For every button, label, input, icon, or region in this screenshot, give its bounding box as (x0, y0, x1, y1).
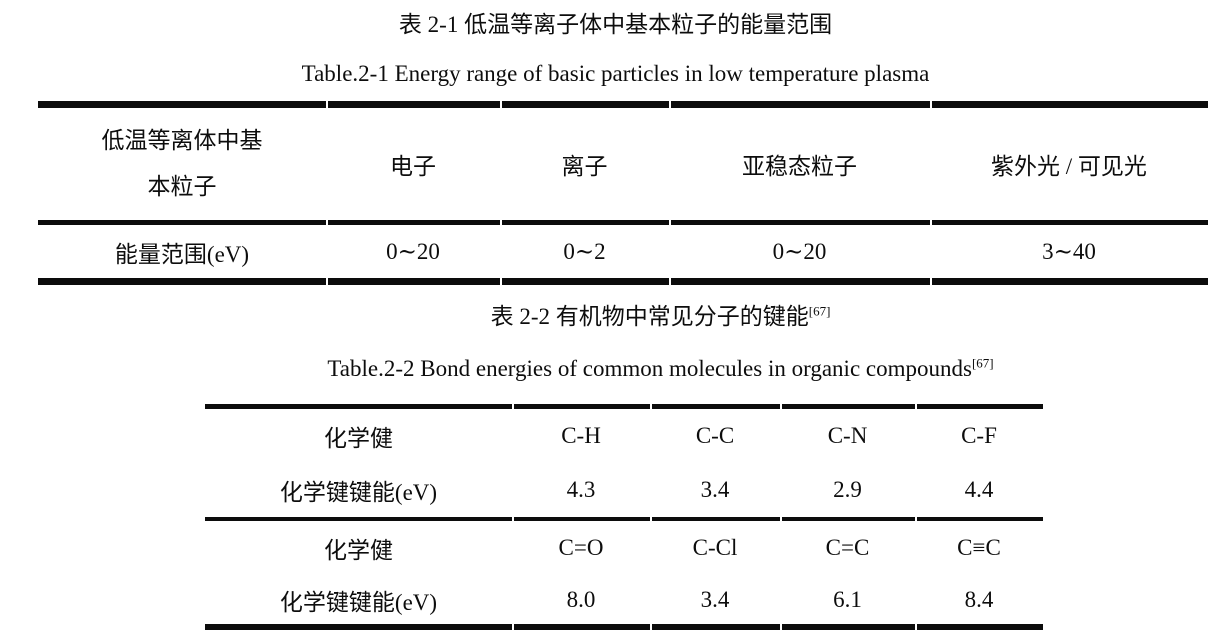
table1-header-particles-line1: 低温等离体中基 (101, 128, 263, 153)
table2-bond-row-1: 化学健 C-H C-C C-N C-F (205, 409, 1043, 463)
table2-row-label: 化学键键能(eV) (279, 480, 438, 505)
table2-energy-cell: 4.4 (964, 477, 994, 502)
table2-energy-row-2: 化学键键能(eV) 8.0 3.4 6.1 8.4 (205, 575, 1043, 624)
table2-title-en: Table.2-2 Bond energies of common molecu… (45, 355, 1231, 383)
table1-top-rule (38, 101, 1208, 108)
table1-value-cell: 0∼20 (386, 238, 440, 264)
table1-header-row: 低温等离体中基 本粒子 电子 离子 亚稳态粒子 紫外光 / 可见光 (38, 108, 1208, 220)
table2-row-label: 化学键键能(eV) (279, 589, 438, 615)
table2-bond-cell: C=C (825, 535, 870, 560)
table1-header-ion: 离子 (561, 154, 608, 179)
table2-bond-cell: C-F (961, 423, 997, 448)
table2-bond-cell: C-N (827, 423, 868, 448)
table1-row-label: 能量范围(eV) (114, 241, 250, 267)
table1-header-particles-line2: 本粒子 (147, 174, 217, 199)
table2-mid-rule (205, 517, 1043, 521)
table2-energy-cell: 8.0 (566, 586, 596, 612)
table2-bond-cell: C-H (561, 423, 601, 448)
table2-row-label: 化学健 (324, 426, 393, 451)
table1-value-cell: 3∼40 (1042, 238, 1096, 264)
table2-energy-cell: 6.1 (833, 586, 862, 612)
table2-bond-cell: C-C (695, 423, 735, 448)
table2-bond-cell: C-Cl (692, 535, 738, 560)
table2-title-en-reference: [67] (971, 355, 994, 371)
table1-header-particles: 低温等离体中基 本粒子 (38, 108, 326, 220)
table2-title-zh: 表 2-2 有机物中常见分子的键能[67] (45, 303, 1231, 331)
table2-energy-cell: 4.3 (566, 477, 596, 502)
table1-data-row: 能量范围(eV) 0∼20 0∼2 0∼20 3∼40 (38, 225, 1208, 278)
table2-bond-row-2: 化学健 C=O C-Cl C=C C≡C (205, 521, 1043, 575)
table2-title-zh-reference: [67] (808, 303, 831, 319)
table1-value-cell: 0∼2 (563, 238, 606, 264)
table1-mid-rule (38, 220, 1208, 225)
table1-title-en: Table.2-1 Energy range of basic particle… (301, 61, 930, 86)
table1-header-electron: 电子 (390, 154, 436, 179)
table2-bottom-rule (205, 624, 1043, 630)
table1-value-cell: 0∼20 (772, 238, 827, 264)
table1-bottom-rule (38, 278, 1208, 285)
table2-bond-cell: C≡C (957, 535, 1001, 560)
table2-row-label: 化学健 (324, 538, 393, 563)
table2-energy-row-1: 化学键键能(eV) 4.3 3.4 2.9 4.4 (205, 463, 1043, 517)
table1: 低温等离体中基 本粒子 电子 离子 亚稳态粒子 紫外光 / 可见光 能量范围(e… (38, 101, 1208, 285)
table2-energy-cell: 3.4 (700, 477, 730, 502)
table2-energy-cell: 2.9 (833, 477, 862, 502)
table2-energy-cell: 3.4 (700, 586, 730, 612)
table2: 化学健 C-H C-C C-N C-F 化学键键能(eV) 4.3 3.4 2.… (205, 404, 1043, 630)
table2-bond-cell: C=O (558, 535, 604, 560)
table1-header-metastable: 亚稳态粒子 (742, 154, 857, 179)
table2-title-zh-text: 表 2-2 有机物中常见分子的键能 (490, 304, 809, 329)
table1-header-uv-visible: 紫外光 / 可见光 (991, 154, 1147, 179)
table2-title-en-text: Table.2-2 Bond energies of common molecu… (327, 356, 972, 381)
table1-title-zh: 表 2-1 低温等离子体中基本粒子的能量范围 (398, 12, 833, 37)
table2-top-rule (205, 404, 1043, 409)
table2-energy-cell: 8.4 (964, 586, 994, 612)
